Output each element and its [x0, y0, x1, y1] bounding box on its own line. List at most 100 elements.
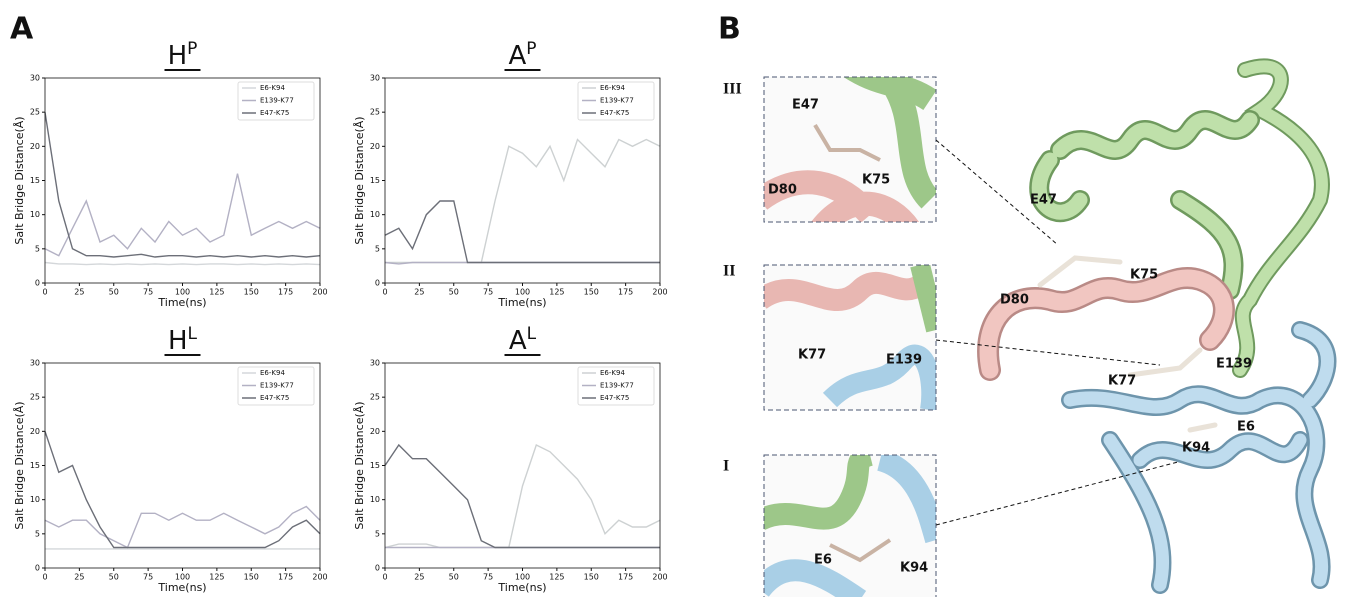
data-line: [44, 431, 321, 549]
inset-label: II: [723, 263, 735, 280]
y-tick-label: 30: [30, 359, 40, 368]
residue-label: E6: [1237, 420, 1255, 435]
x-tick-label: 150: [584, 573, 599, 582]
y-tick-label: 15: [30, 176, 40, 185]
legend-label: E6-K94: [600, 84, 625, 92]
title-superscript: L: [527, 324, 537, 344]
x-tick-label: 100: [515, 288, 530, 297]
inset-label: III: [723, 81, 742, 98]
y-tick-label: 0: [35, 564, 40, 573]
residue-label: E47: [1030, 193, 1057, 208]
x-axis-label: Time(ns): [497, 581, 546, 594]
legend-label: E6-K94: [260, 84, 285, 92]
chart: AL 0 5 10 15 20 25 30 0 25 50 75 100 125 150 175 200 Time…: [353, 324, 668, 594]
x-tick-label: 50: [109, 288, 119, 297]
plot-frame: [384, 77, 661, 284]
y-tick-label: 15: [370, 461, 380, 470]
plot-frame: [44, 77, 321, 284]
y-tick-label: 15: [370, 176, 380, 185]
title-main: H: [168, 326, 188, 356]
y-axis-label: Salt Bridge Distance(Å): [353, 401, 366, 529]
inset-label: I: [723, 458, 729, 475]
residue-label: E47: [792, 98, 819, 113]
legend-label: E139-K77: [600, 382, 634, 390]
legend-label: E47-K75: [600, 109, 629, 117]
chart: HP 0 5 10 15 20 25 30 0 25 50 75 100 125 150 175 200 Time…: [13, 39, 328, 309]
x-tick-label: 100: [175, 573, 190, 582]
x-tick-label: 200: [652, 288, 667, 297]
residue-label: K94: [1182, 441, 1210, 456]
x-tick-label: 50: [449, 288, 459, 297]
title-main: H: [168, 41, 188, 71]
y-tick-label: 25: [30, 393, 40, 402]
legend-label: E47-K75: [260, 394, 289, 402]
legend-label: E139-K77: [600, 97, 634, 105]
residue-label: K75: [862, 173, 890, 188]
residue-label: K75: [1130, 268, 1158, 283]
y-tick-label: 10: [30, 495, 40, 504]
legend-label: E139-K77: [260, 97, 294, 105]
data-line: [44, 505, 321, 549]
data-line: [385, 138, 661, 264]
x-tick-label: 175: [278, 573, 293, 582]
x-axis-label: Time(ns): [497, 296, 546, 309]
y-axis-label: Salt Bridge Distance(Å): [13, 401, 26, 529]
chart-title: AL: [509, 324, 537, 356]
y-tick-label: 0: [35, 279, 40, 288]
legend-frame: [237, 81, 315, 121]
x-tick-label: 150: [584, 288, 599, 297]
y-tick-label: 15: [30, 461, 40, 470]
x-tick-label: 50: [109, 573, 119, 582]
y-tick-label: 10: [370, 495, 380, 504]
y-tick-label: 5: [375, 529, 380, 538]
inset-panels: [763, 76, 1179, 601]
x-tick-label: 0: [382, 573, 387, 582]
x-tick-label: 125: [549, 288, 564, 297]
residue-label: K77: [1108, 374, 1136, 389]
plot-frame: [44, 362, 321, 569]
y-tick-label: 10: [370, 210, 380, 219]
y-tick-label: 30: [30, 74, 40, 83]
y-tick-label: 20: [30, 427, 40, 436]
x-tick-label: 175: [618, 288, 633, 297]
y-tick-label: 30: [370, 74, 380, 83]
title-main: A: [509, 326, 527, 356]
legend-label: E47-K75: [600, 394, 629, 402]
residue-label: E6: [814, 553, 832, 568]
legend-frame: [237, 366, 315, 406]
x-tick-label: 150: [244, 288, 259, 297]
residue-label: D80: [768, 183, 797, 198]
x-tick-label: 200: [312, 573, 327, 582]
title-superscript: P: [187, 39, 197, 59]
x-tick-label: 25: [414, 288, 424, 297]
title-superscript: P: [526, 39, 536, 59]
y-axis-label: Salt Bridge Distance(Å): [13, 116, 26, 244]
residue-label: E139: [1216, 357, 1252, 372]
x-tick-label: 0: [382, 288, 387, 297]
panel-label: A: [10, 12, 34, 47]
y-tick-label: 0: [375, 279, 380, 288]
chart: HL 0 5 10 15 20 25 30 0 25 50 75 100 125 150 175 200 Time…: [13, 324, 328, 594]
legend-label: E6-K94: [600, 369, 625, 377]
data-line: [44, 173, 321, 257]
legend-label: E6-K94: [260, 369, 285, 377]
y-tick-label: 10: [30, 210, 40, 219]
data-line: [384, 200, 660, 264]
title-superscript: L: [188, 324, 198, 344]
legend-label: E139-K77: [260, 382, 294, 390]
data-line: [384, 443, 660, 549]
residue-label: E139: [886, 353, 922, 368]
x-tick-label: 125: [549, 573, 564, 582]
y-tick-label: 5: [375, 244, 380, 253]
x-tick-label: 125: [209, 573, 224, 582]
x-tick-label: 50: [449, 573, 459, 582]
x-tick-label: 25: [74, 288, 84, 297]
x-tick-label: 25: [414, 573, 424, 582]
chart: AP 0 5 10 15 20 25 30 0 25 50 75 100 125 150 175 200 Time…: [353, 39, 668, 309]
y-tick-label: 25: [30, 108, 40, 117]
x-tick-label: 150: [244, 573, 259, 582]
data-line: [44, 112, 321, 258]
x-tick-label: 75: [143, 573, 153, 582]
x-tick-label: 100: [175, 288, 190, 297]
y-axis-label: Salt Bridge Distance(Å): [353, 116, 366, 244]
